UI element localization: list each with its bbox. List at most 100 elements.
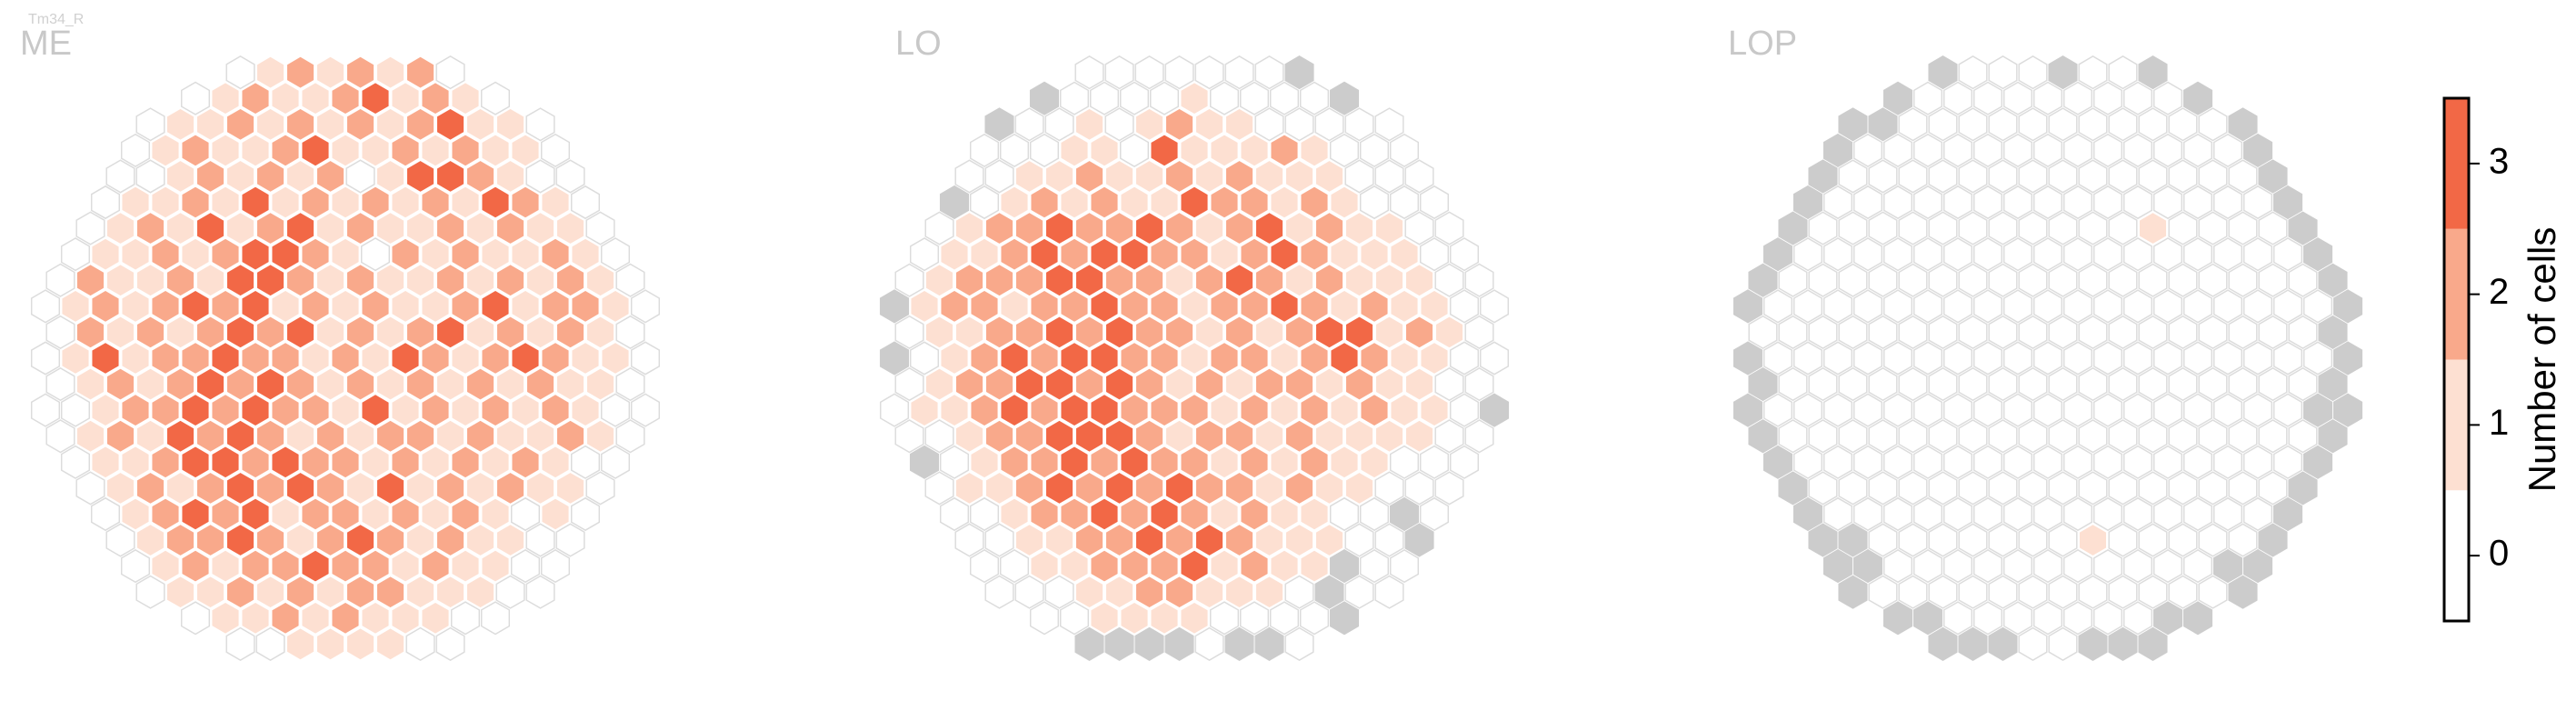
hex-cell [1029, 185, 1060, 220]
hex-cell [450, 133, 481, 167]
hex-cell [2152, 341, 2183, 376]
hex-cell [195, 315, 225, 349]
hex-cell [420, 549, 451, 584]
hex-cell [315, 471, 345, 506]
hex-cell [1314, 107, 1344, 142]
hex-cell [1269, 549, 1300, 584]
hex-cell [285, 575, 315, 609]
hex-cell [1074, 263, 1104, 297]
hex-cell [2062, 393, 2093, 427]
hex-cell [435, 523, 465, 557]
hex-cell [570, 445, 601, 479]
hex-cell [1942, 393, 1973, 427]
hex-cell [1434, 367, 1464, 402]
hex-cell [420, 601, 451, 636]
hex-cell [1149, 341, 1180, 376]
hex-cell [405, 471, 435, 506]
hex-cell [450, 496, 481, 532]
hex-cell [1792, 185, 1823, 220]
hex-cell [390, 601, 421, 636]
hex-cell [2138, 55, 2168, 90]
hex-cell [450, 237, 481, 272]
hex-cell [135, 315, 165, 349]
hex-cell [540, 185, 571, 220]
hex-cell [1134, 419, 1164, 454]
hex-cell [480, 237, 511, 272]
hex-cell [1374, 523, 1404, 557]
hex-cell [2108, 367, 2138, 402]
hex-cell [285, 367, 315, 402]
hex-cell [345, 367, 375, 402]
hex-cell [2242, 341, 2273, 376]
hex-cell [2138, 159, 2168, 194]
hex-cell [330, 133, 361, 167]
hex-cell [225, 55, 255, 90]
colorbar-label: Number of cells [2521, 227, 2563, 493]
hex-cell [1119, 81, 1150, 115]
hex-cell [879, 393, 910, 427]
hex-cell [924, 419, 954, 454]
hex-cell [1988, 211, 2018, 245]
hex-cell [1404, 159, 1434, 194]
hex-cell [2272, 237, 2303, 272]
hex-cell [435, 315, 465, 349]
hex-cell [375, 626, 405, 661]
hex-cell [540, 393, 571, 427]
hex-cell [1822, 445, 1853, 479]
hex-cell [405, 626, 435, 661]
hex-cell [210, 341, 241, 376]
hex-cell [1912, 341, 1943, 376]
hex-cell [105, 159, 135, 194]
hex-cell [1224, 211, 1254, 245]
hex-cell [1762, 341, 1793, 376]
hex-cell [435, 107, 465, 142]
hex-cell [1314, 367, 1344, 402]
hex-cell [1164, 211, 1194, 245]
hex-cell [1852, 393, 1883, 427]
hex-cell [1988, 471, 2018, 506]
hex-cell [495, 315, 525, 349]
hex-cell [1344, 523, 1374, 557]
hex-cell [2242, 133, 2273, 167]
hex-cell [2108, 315, 2138, 349]
hex-cell [2092, 496, 2123, 532]
hex-cell [1209, 341, 1240, 376]
hex-cell [1104, 575, 1134, 609]
hex-cell [969, 185, 1000, 220]
hex-cell [1988, 159, 2018, 194]
hex-cell [1988, 575, 2018, 609]
hex-cell [360, 81, 391, 115]
hex-cell [2108, 575, 2138, 609]
hex-cell [1434, 419, 1464, 454]
hex-cell [1958, 575, 1988, 609]
hex-cell [1852, 237, 1883, 272]
hex-cell [315, 523, 345, 557]
hex-cell [1942, 601, 1973, 636]
hex-cell [1314, 523, 1344, 557]
hex-cell [615, 367, 645, 402]
hex-cell [924, 211, 954, 245]
hex-cell [2138, 575, 2168, 609]
hex-cell [1928, 575, 1958, 609]
hex-cell [555, 211, 585, 245]
hex-cell [2032, 601, 2063, 636]
hex-cell [1314, 471, 1344, 506]
hex-cell [1134, 367, 1164, 402]
hex-cell [1254, 263, 1284, 297]
hex-cell [1838, 159, 1868, 194]
hex-cell [225, 211, 255, 245]
hex-cell [1359, 133, 1390, 167]
hex-cell [1284, 367, 1314, 402]
hex-cell [1898, 419, 1928, 454]
hex-cell [2032, 549, 2063, 584]
hex-cell [240, 445, 271, 479]
hex-cell [1254, 159, 1284, 194]
hex-cell [2032, 496, 2063, 532]
hex-cell [2182, 237, 2213, 272]
hex-cell [1434, 211, 1464, 245]
hex-cell [255, 626, 285, 661]
hex-cell [345, 315, 375, 349]
hex-cell [1898, 471, 1928, 506]
hex-cell [1014, 575, 1044, 609]
hex-cell [1029, 289, 1060, 324]
